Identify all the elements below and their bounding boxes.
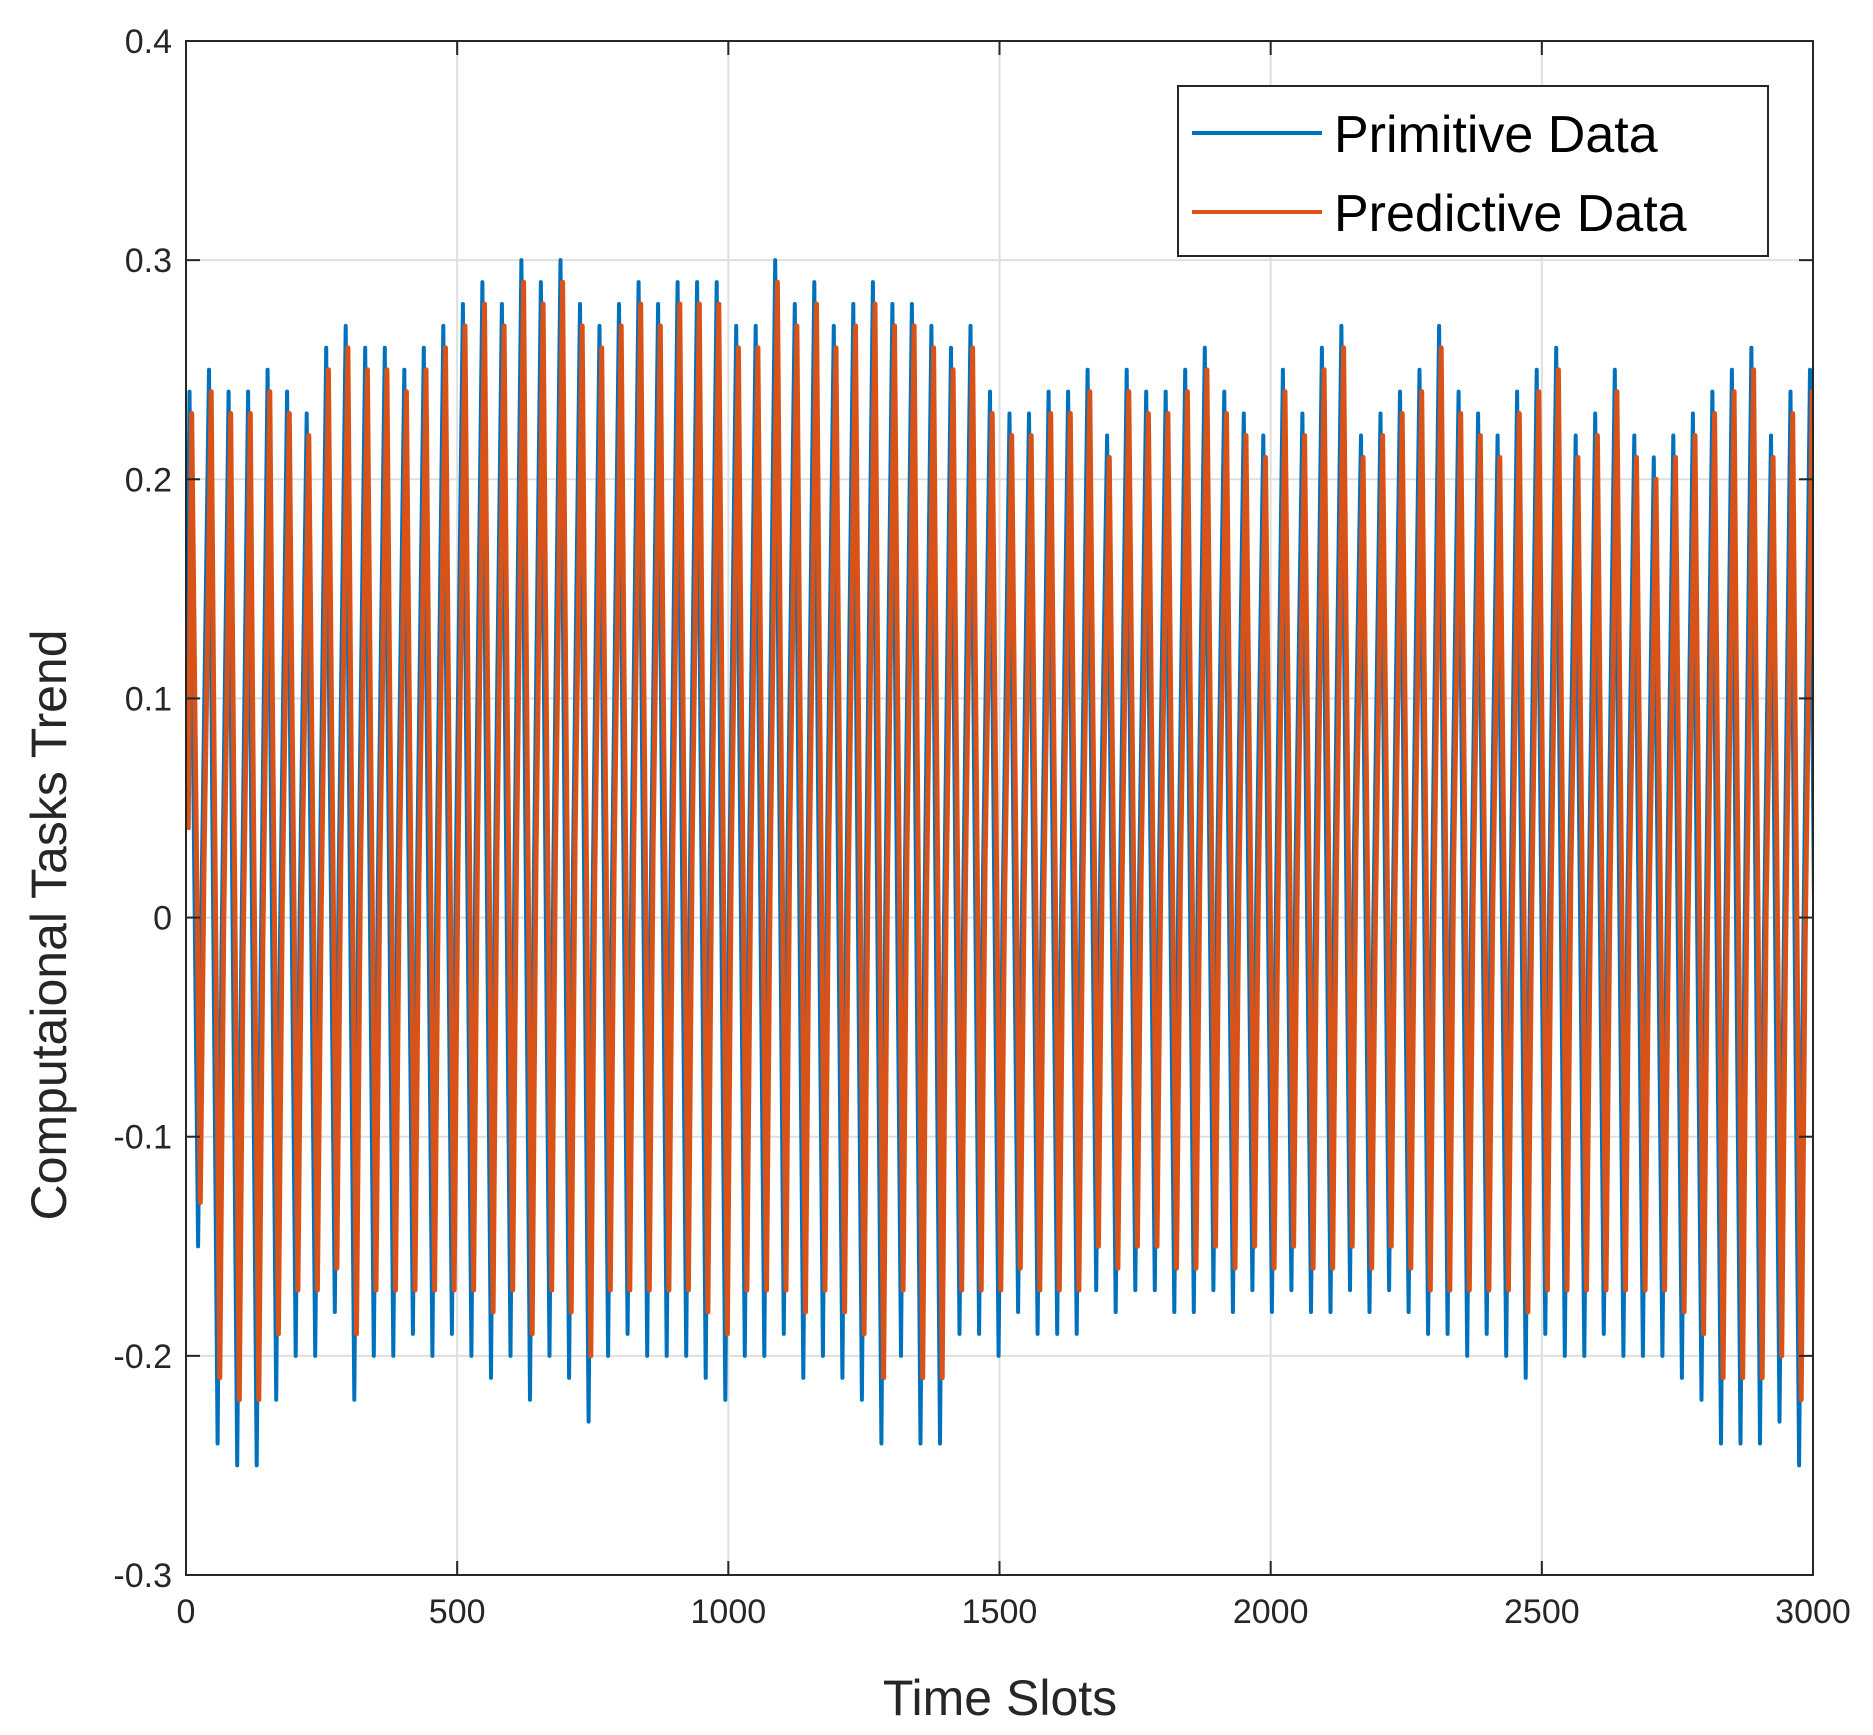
- y-tick-label: 0.2: [125, 461, 172, 499]
- y-tick-label: -0.1: [113, 1119, 172, 1157]
- y-axis-label: Computaional Tasks Trend: [21, 629, 77, 1220]
- legend: Primitive Data Predictive Data: [1177, 85, 1769, 257]
- x-tick-label: 1000: [691, 1593, 767, 1631]
- x-tick-label: 3000: [1775, 1593, 1851, 1631]
- y-tick-label: 0.4: [125, 23, 172, 61]
- series-line-predictive-data: [186, 279, 1813, 1403]
- legend-box: [1177, 85, 1769, 257]
- x-axis-label: Time Slots: [883, 1670, 1117, 1726]
- x-tick-label: 2500: [1504, 1593, 1580, 1631]
- x-tick-label: 1500: [962, 1593, 1038, 1631]
- series-layer: [186, 258, 1813, 1468]
- y-tick-label: 0: [153, 900, 172, 938]
- legend-label-predictive: Predictive Data: [1334, 185, 1687, 243]
- y-tick-label: -0.3: [113, 1557, 172, 1595]
- y-tick-labels: -0.3 -0.2 -0.1 0 0.1 0.2 0.3 0.4: [113, 23, 172, 1595]
- axis-ticks: [185, 40, 1814, 1576]
- x-tick-label: 0: [177, 1593, 196, 1631]
- legend-label-primitive: Primitive Data: [1334, 106, 1658, 164]
- y-tick-label: 0.3: [125, 242, 172, 280]
- x-tick-labels: 0 500 1000 1500 2000 2500 3000: [177, 1593, 1851, 1631]
- y-tick-label: -0.2: [113, 1338, 172, 1376]
- x-tick-label: 500: [429, 1593, 486, 1631]
- x-tick-label: 2000: [1233, 1593, 1309, 1631]
- y-tick-label: 0.1: [125, 680, 172, 718]
